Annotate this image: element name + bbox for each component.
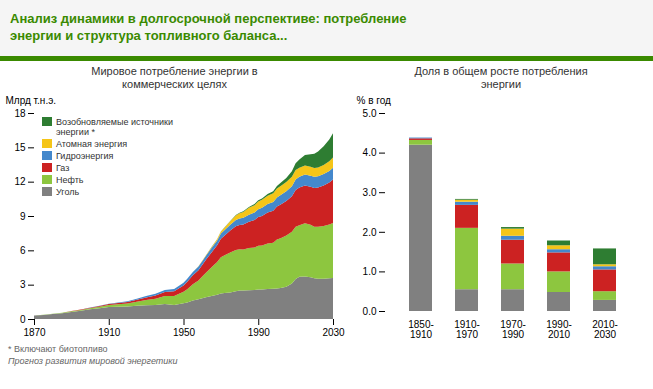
svg-text:3.0: 3.0 — [363, 187, 377, 198]
svg-text:2.0: 2.0 — [363, 227, 377, 238]
svg-text:18: 18 — [14, 108, 26, 119]
svg-text:5.0: 5.0 — [363, 108, 377, 119]
html-text:* Включают биотопливо: * Включают биотопливо — [8, 344, 108, 354]
html-text:Анализ динамики в долгосрочной: Анализ динамики в долгосрочной перспекти… — [10, 11, 407, 43]
svg-text:3: 3 — [20, 279, 26, 290]
svg-text:% в год: % в год — [357, 95, 392, 106]
svg-text:2030: 2030 — [322, 327, 345, 338]
html-text:Уголь: Уголь — [56, 187, 80, 197]
svg-text:4.0: 4.0 — [363, 147, 377, 158]
svg-text:1950: 1950 — [173, 327, 196, 338]
html-text:Доля в общем росте потребления: Доля в общем росте потребления энергии — [414, 65, 588, 90]
svg-text:6: 6 — [20, 245, 26, 256]
svg-text:0: 0 — [20, 314, 26, 325]
svg-text:15: 15 — [14, 142, 26, 153]
svg-text:1910-1970: 1910-1970 — [454, 319, 480, 340]
svg-text:12: 12 — [14, 176, 26, 187]
svg-text:1990: 1990 — [248, 327, 271, 338]
html-text:Гидроэнергия: Гидроэнергия — [56, 151, 114, 161]
svg-text:1.0: 1.0 — [363, 266, 377, 277]
svg-text:1850-1910: 1850-1910 — [408, 319, 434, 340]
html-text:Прогноз развития мировой энерг: Прогноз развития мировой энергетики — [8, 356, 178, 366]
html-text:Возобновляемые источники энерг: Возобновляемые источники энергии * — [56, 117, 173, 137]
svg-text:0.0: 0.0 — [363, 306, 377, 317]
svg-text:1970-1990: 1970-1990 — [500, 319, 526, 340]
svg-text:Млрд т.н.э.: Млрд т.н.э. — [6, 95, 57, 106]
html-text:Газ: Газ — [56, 163, 70, 173]
html-text:Атомная энергия: Атомная энергия — [56, 139, 128, 149]
svg-text:1990-2010: 1990-2010 — [546, 319, 572, 340]
svg-text:2010-2030: 2010-2030 — [592, 319, 618, 340]
html-text:Мировое потребление энергии в: Мировое потребление энергии в коммерческ… — [91, 65, 258, 90]
svg-text:1870: 1870 — [23, 327, 46, 338]
svg-text:1910: 1910 — [98, 327, 121, 338]
html-text:Нефть: Нефть — [56, 175, 84, 185]
svg-text:9: 9 — [20, 211, 26, 222]
